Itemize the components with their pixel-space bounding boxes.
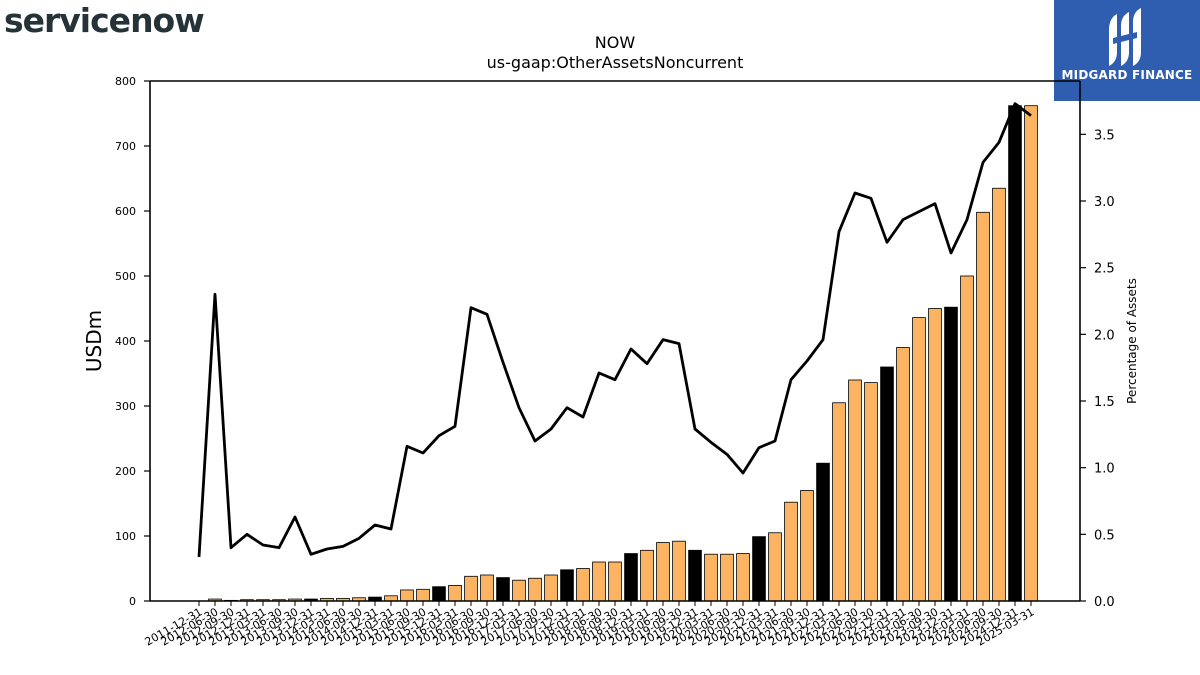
bar-2022-09-30 — [864, 382, 878, 602]
bar-2023-12-31 — [944, 306, 958, 602]
y-tick-label: 0 — [129, 595, 136, 608]
y2-tick-label: 2.5 — [1094, 262, 1115, 277]
y-tick-label: 500 — [115, 270, 136, 283]
midgard-logo-text: MIDGARD FINANCE — [1061, 68, 1193, 82]
bar-2018-12-31 — [624, 553, 638, 602]
y-tick-label: 800 — [115, 75, 136, 88]
y2-axis-label: Percentage of Assets — [1125, 278, 1139, 404]
y2-tick-label: 2.0 — [1094, 328, 1115, 343]
bar-2016-09-30 — [480, 574, 494, 602]
y-tick-label: 600 — [115, 205, 136, 218]
bar-2018-09-30 — [608, 561, 622, 602]
midgard-logo-icon — [1109, 8, 1141, 66]
percentage-line — [197, 102, 1032, 558]
y2-tick-label: 3.0 — [1094, 195, 1115, 210]
y-tick-label: 300 — [115, 400, 136, 413]
bar-2025-03-31 — [1024, 105, 1038, 602]
bar-2019-09-30 — [672, 540, 686, 602]
bar-2020-06-30 — [720, 553, 734, 602]
bar-2024-09-30 — [992, 187, 1006, 602]
y2-tick-label: 0.5 — [1094, 528, 1115, 543]
y-tick-label: 400 — [115, 335, 136, 348]
bar-2019-06-30 — [656, 542, 670, 602]
bar-2015-09-30 — [416, 588, 430, 602]
servicenow-logo: servicenow — [4, 0, 205, 42]
bar-2024-12-31 — [1008, 105, 1022, 602]
bar-2017-03-31 — [512, 579, 526, 602]
bar-2017-09-30 — [544, 574, 558, 602]
line-series — [197, 102, 1032, 558]
bar-2015-06-30 — [400, 589, 414, 602]
y2-tick-label: 0.0 — [1094, 595, 1115, 610]
bar-2020-12-31 — [752, 536, 766, 602]
bar-2020-09-30 — [736, 553, 750, 602]
bar-2022-06-30 — [848, 379, 862, 602]
bar-2017-12-31 — [560, 569, 574, 602]
bar-2024-03-31 — [960, 275, 974, 602]
bar-2021-06-30 — [784, 501, 798, 602]
bar-2016-06-30 — [464, 575, 478, 602]
bar-2016-03-31 — [448, 585, 462, 602]
bar-2022-03-31 — [832, 402, 846, 602]
bar-2016-12-31 — [496, 577, 510, 602]
bar-2019-12-31 — [688, 549, 702, 602]
bar-2020-03-31 — [704, 553, 718, 602]
bar-series — [208, 105, 1038, 602]
bar-2022-12-31 — [880, 366, 894, 602]
servicenow-logo-text: servicenow — [4, 1, 205, 40]
bar-2021-03-31 — [768, 532, 782, 602]
bar-2023-09-30 — [928, 308, 942, 602]
bar-2023-06-30 — [912, 317, 926, 602]
y2-tick-label: 1.0 — [1094, 462, 1115, 477]
bar-2023-03-31 — [896, 347, 910, 602]
bar-2018-03-31 — [576, 568, 590, 602]
y-axis-label: USDm — [82, 310, 106, 372]
chart-subtitle: us-gaap:OtherAssetsNoncurrent — [487, 53, 744, 72]
y-tick-label: 100 — [115, 530, 136, 543]
axes: 0 100 200 300 400 500 600 700 800 0.0 0.5 1.0 1.5 2.0… — [115, 75, 1115, 649]
chart-title: NOW — [595, 33, 636, 52]
y-tick-label: 700 — [115, 140, 136, 153]
y-tick-label: 200 — [115, 465, 136, 478]
bar-2021-12-31 — [816, 462, 830, 602]
y2-tick-label: 3.5 — [1094, 128, 1115, 143]
midgard-finance-logo: MIDGARD FINANCE — [1054, 0, 1200, 101]
bar-2017-06-30 — [528, 577, 542, 602]
bar-2019-03-31 — [640, 549, 654, 602]
bar-2024-06-30 — [976, 211, 990, 602]
y2-tick-label: 1.5 — [1094, 395, 1115, 410]
bar-2018-06-30 — [592, 561, 606, 602]
bar-2021-09-30 — [800, 490, 814, 602]
bar-2015-12-31 — [432, 586, 446, 602]
